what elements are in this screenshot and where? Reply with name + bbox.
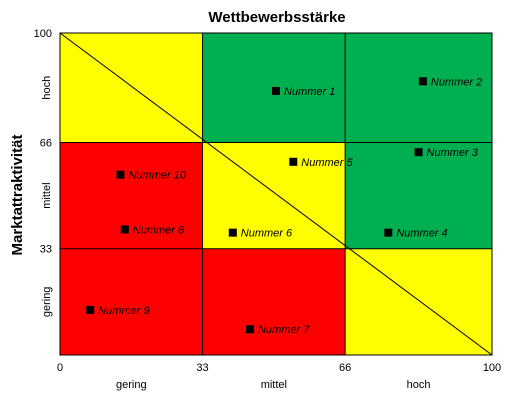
zones-layer bbox=[60, 33, 492, 355]
data-label: Nummer 2 bbox=[431, 76, 482, 88]
y-zone-label: gering bbox=[41, 287, 53, 318]
y-axis-title: Marktattraktivität bbox=[9, 135, 26, 256]
grid-layer bbox=[59, 32, 493, 356]
y-tick-label: 100 bbox=[34, 28, 52, 40]
zone-0-1 bbox=[60, 142, 203, 249]
data-point bbox=[418, 77, 427, 86]
chart-title: Wettbewerbsstärke bbox=[208, 9, 345, 26]
data-point bbox=[246, 325, 255, 334]
ticks-layer: 0 33 66 100 33 66 100 gering mittel hoch gering mit… bbox=[34, 28, 502, 391]
data-label: Nummer 4 bbox=[396, 228, 447, 240]
data-point bbox=[116, 170, 125, 179]
x-zone-label: gering bbox=[116, 379, 147, 391]
y-tick-label: 66 bbox=[40, 137, 52, 149]
x-tick-label: 0 bbox=[57, 362, 63, 374]
data-point bbox=[289, 157, 298, 166]
data-label: Nummer 6 bbox=[241, 228, 293, 240]
data-label: Nummer 1 bbox=[284, 86, 335, 98]
y-tick-label: 33 bbox=[40, 244, 52, 256]
x-tick-label: 33 bbox=[196, 362, 208, 374]
points-layer: Nummer 1 Nummer 2 Nummer 3 Nummer 4 Nummer 5… bbox=[86, 76, 482, 336]
data-point bbox=[414, 148, 423, 157]
y-zone-label: hoch bbox=[41, 76, 53, 100]
zone-1-0 bbox=[202, 248, 346, 355]
data-label: Nummer 3 bbox=[427, 147, 479, 159]
diagonal-line bbox=[59, 32, 493, 356]
x-tick-label: 66 bbox=[339, 362, 351, 374]
zone-1-1 bbox=[202, 142, 346, 249]
plot-border bbox=[59, 32, 493, 356]
x-tick-label: 100 bbox=[483, 362, 501, 374]
data-point bbox=[120, 225, 129, 234]
data-point bbox=[86, 305, 95, 314]
x-zone-label: mittel bbox=[261, 379, 287, 391]
zone-2-1 bbox=[345, 142, 492, 249]
data-point bbox=[272, 86, 280, 95]
data-label: Nummer 9 bbox=[98, 305, 149, 317]
data-label: Nummer 5 bbox=[301, 157, 353, 169]
zone-0-0 bbox=[60, 248, 203, 355]
data-point bbox=[384, 228, 393, 237]
zone-2-2 bbox=[345, 33, 492, 143]
y-zone-label: mittel bbox=[41, 182, 53, 208]
data-point bbox=[228, 228, 237, 237]
data-label: Nummer 7 bbox=[258, 324, 310, 336]
data-label: Nummer 8 bbox=[133, 224, 185, 236]
x-zone-label: hoch bbox=[407, 379, 431, 391]
data-label: Nummer 10 bbox=[128, 170, 186, 182]
